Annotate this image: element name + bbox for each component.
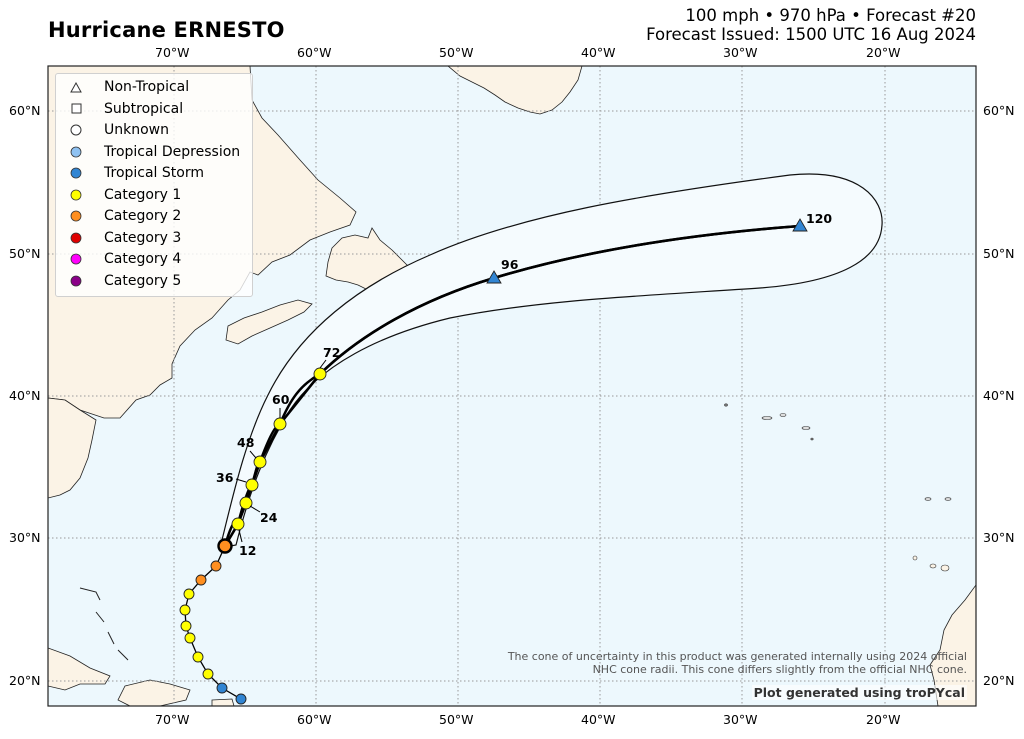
lat-label-left: 40°N (9, 388, 41, 403)
circle-open-icon (66, 124, 86, 136)
lon-label-bottom: 60°W (297, 712, 332, 727)
circle-orange-icon (66, 210, 86, 222)
plot-frame (47, 65, 977, 707)
land-puerto-rico (211, 698, 235, 706)
legend-item-category-3: Category 3 (56, 228, 181, 248)
lon-label-top: 40°W (581, 45, 616, 60)
lat-label-left: 20°N (9, 673, 41, 688)
lon-label-bottom: 50°W (439, 712, 474, 727)
label-12: 12 (239, 543, 256, 558)
label-36: 36 (216, 470, 234, 485)
forecast-points (231, 218, 808, 531)
label-96: 96 (501, 257, 519, 272)
circle-red-icon (66, 232, 86, 244)
label-24: 24 (260, 510, 278, 525)
page-title: Hurricane ERNESTO (48, 18, 285, 42)
lon-label-bottom: 40°W (581, 712, 616, 727)
legend-item-tropical-storm: Tropical Storm (56, 163, 204, 183)
forecast-issued: Forecast Issued: 1500 UTC 16 Aug 2024 (646, 25, 976, 44)
current-position-marker (217, 538, 233, 554)
circle-purple-icon (66, 275, 86, 287)
lat-label-left: 30°N (9, 530, 41, 545)
land-cuba (48, 647, 111, 691)
square-open-icon (66, 103, 86, 114)
legend-item-unknown: Unknown (56, 120, 169, 140)
lat-label-left: 60°N (9, 103, 41, 118)
lat-label-right: 50°N (983, 246, 1015, 261)
legend-item-category-1: Category 1 (56, 185, 181, 205)
lat-label-right: 60°N (983, 103, 1015, 118)
legend-item-tropical-depression: Tropical Depression (56, 142, 240, 162)
legend-item-subtropical: Subtropical (56, 99, 183, 119)
circle-magenta-icon (66, 253, 86, 265)
circle-yellow-icon (66, 189, 86, 201)
lon-label-bottom: 20°W (866, 712, 901, 727)
lon-label-top: 50°W (439, 45, 474, 60)
observed-points (179, 560, 247, 705)
legend-item-category-4: Category 4 (56, 249, 181, 269)
lon-label-top: 30°W (723, 45, 758, 60)
label-60: 60 (272, 392, 290, 407)
legend-item-non-tropical: Non-Tropical (56, 77, 189, 97)
triangle-open-icon (66, 81, 86, 93)
circle-blue-icon (66, 167, 86, 179)
lat-label-left: 50°N (9, 246, 41, 261)
lon-label-bottom: 30°W (723, 712, 758, 727)
lat-label-right: 20°N (983, 673, 1015, 688)
lon-label-top: 20°W (866, 45, 901, 60)
cone-of-uncertainty (219, 173, 883, 549)
label-48: 48 (237, 435, 254, 450)
land-greenland (447, 66, 583, 115)
legend-item-category-2: Category 2 (56, 206, 181, 226)
lon-label-top: 60°W (297, 45, 332, 60)
land-nova-scotia (225, 299, 313, 345)
gridlines (48, 66, 976, 706)
land-africa (929, 584, 976, 706)
storm-intensity: 100 mph • 970 hPa • Forecast #20 (685, 6, 976, 25)
legend: Non-Tropical Subtropical Unknown Tropica… (55, 73, 253, 297)
lat-label-right: 30°N (983, 530, 1015, 545)
plot-credit: Plot generated using troPYcal (751, 685, 967, 700)
lat-label-right: 40°N (983, 388, 1015, 403)
circle-light-blue-icon (66, 146, 86, 158)
label-72: 72 (323, 345, 340, 360)
cone-disclaimer: The cone of uncertainty in this product … (507, 650, 967, 676)
storm-info: 100 mph • 970 hPa • Forecast #20 Forecas… (646, 6, 976, 44)
label-120: 120 (806, 211, 832, 226)
lon-label-bottom: 70°W (155, 712, 190, 727)
land-us-east (48, 397, 97, 499)
legend-item-category-5: Category 5 (56, 271, 181, 291)
lon-label-top: 70°W (155, 45, 190, 60)
